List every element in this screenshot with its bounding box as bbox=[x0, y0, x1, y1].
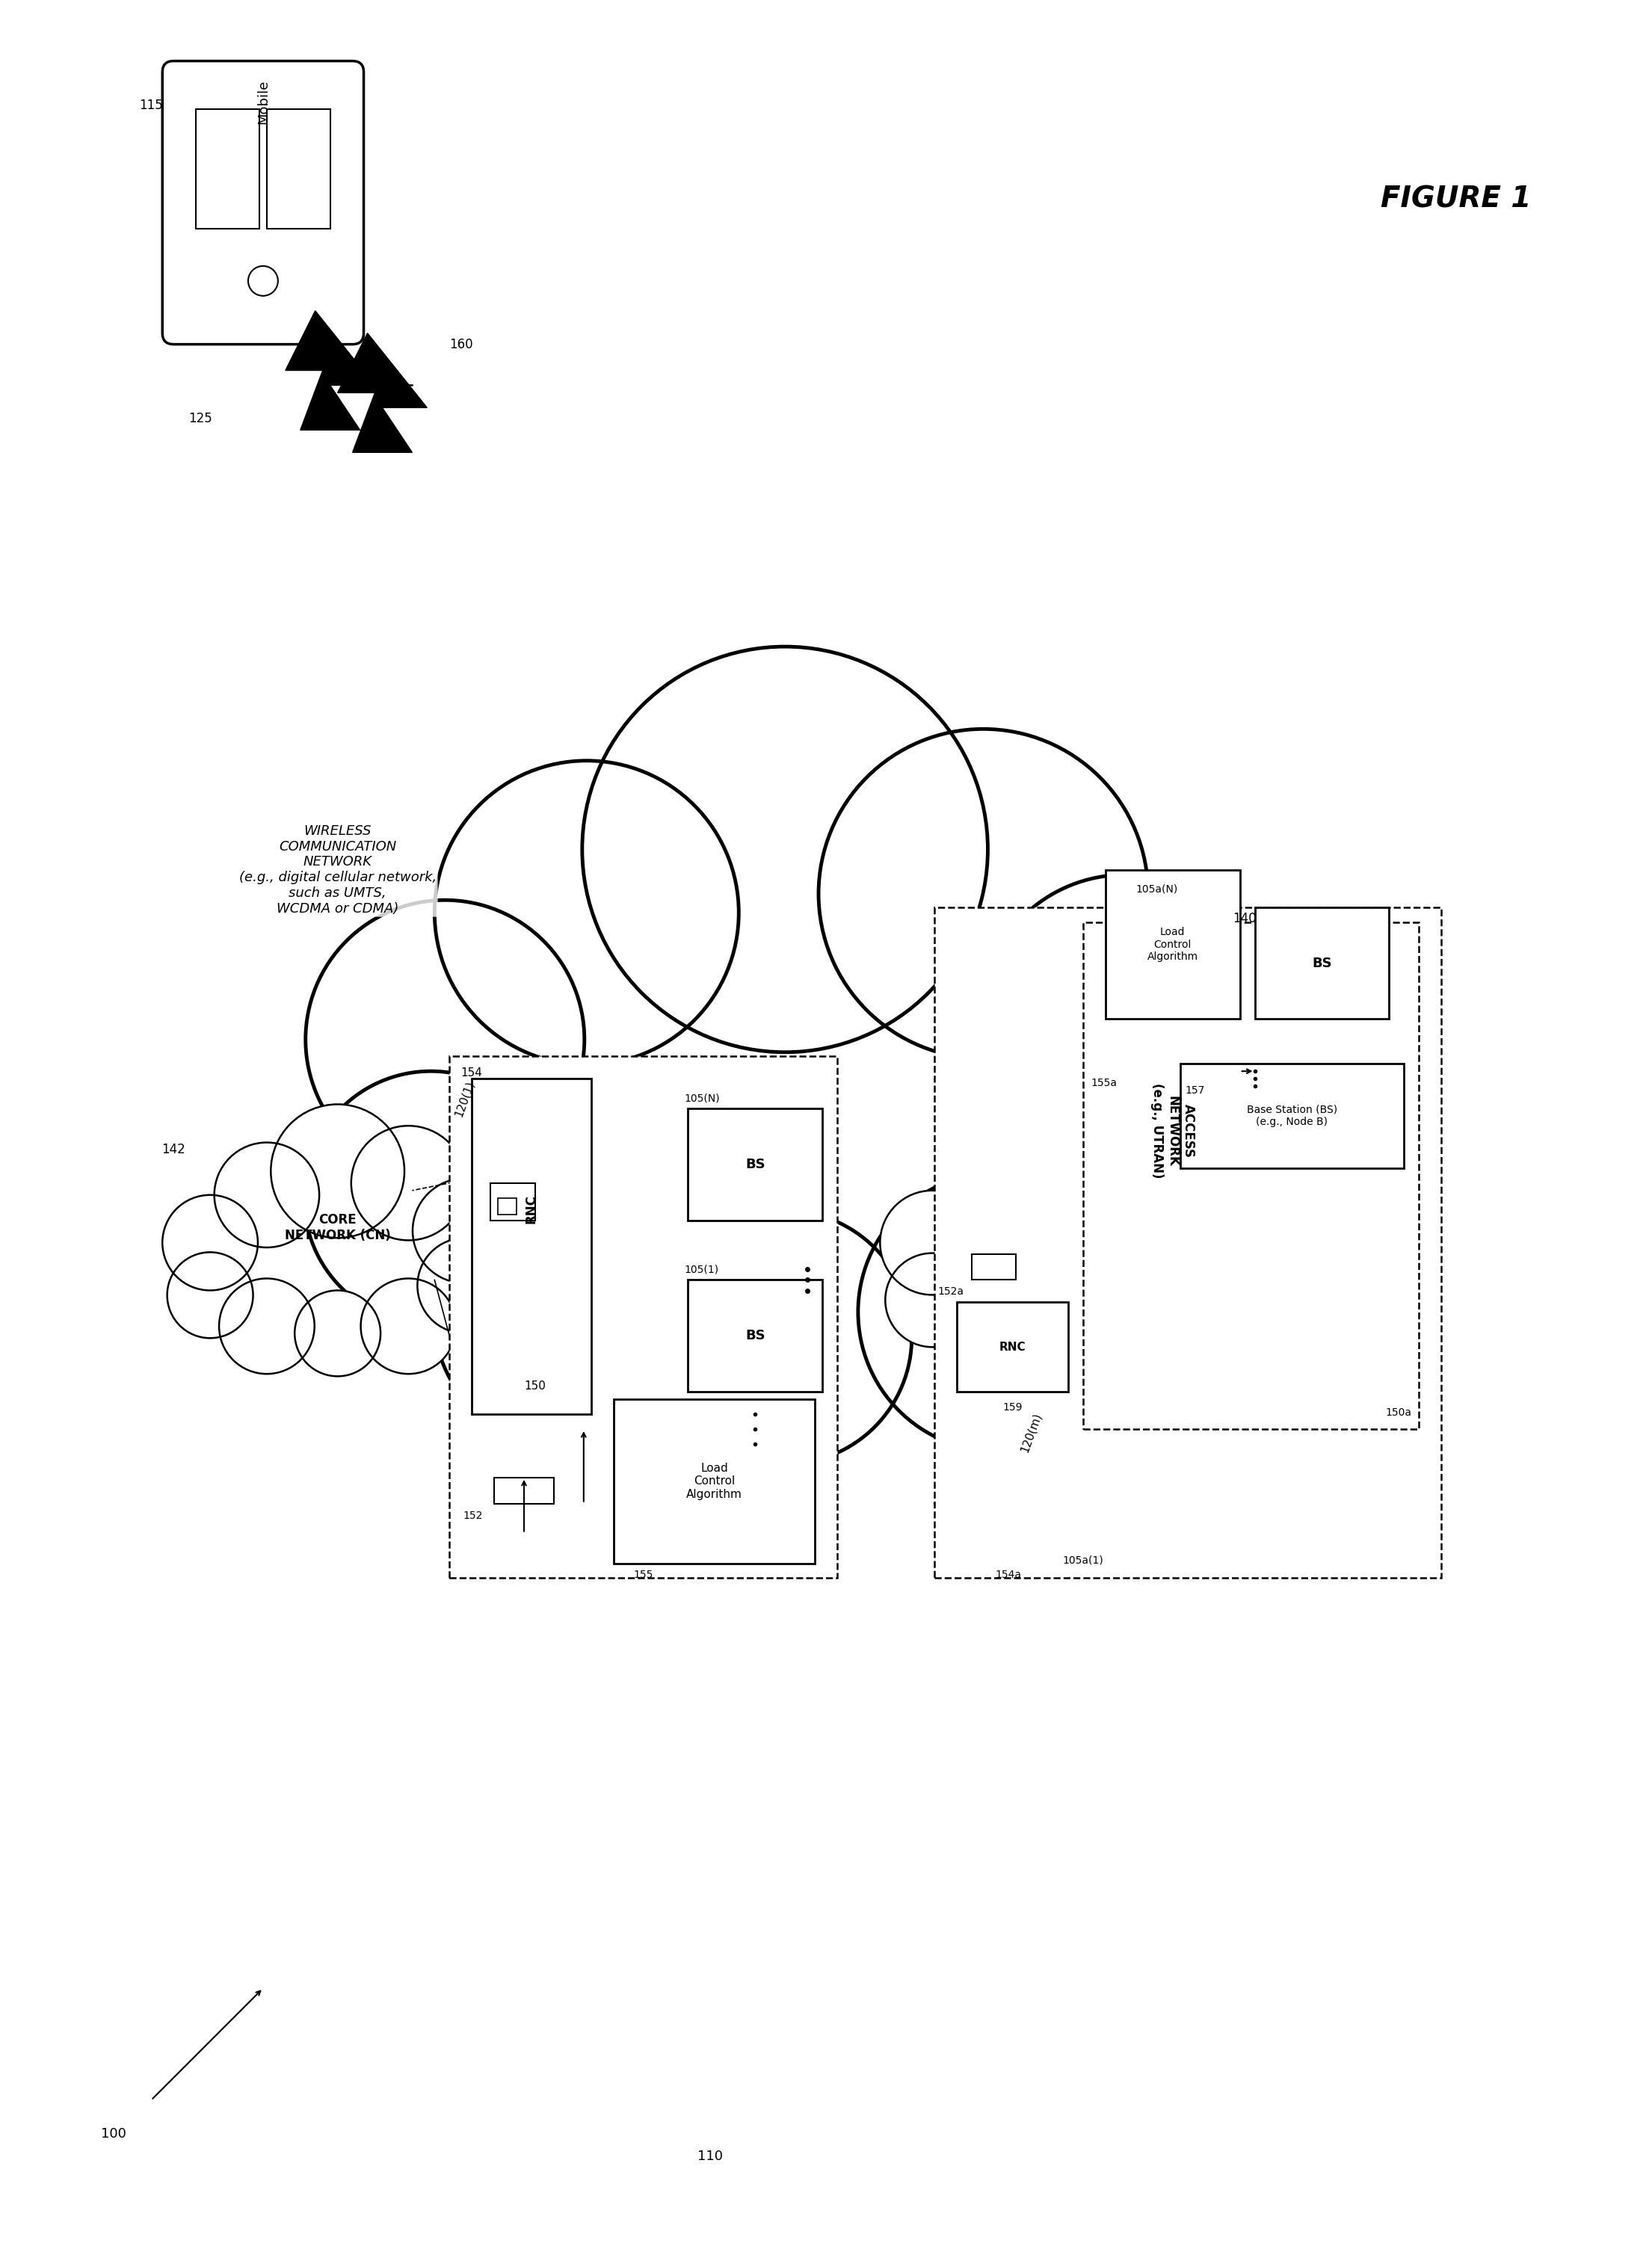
FancyBboxPatch shape bbox=[472, 1079, 591, 1414]
FancyBboxPatch shape bbox=[957, 1302, 1069, 1392]
Text: 152a: 152a bbox=[938, 1286, 963, 1297]
FancyBboxPatch shape bbox=[933, 908, 1441, 1579]
Text: 105(N): 105(N) bbox=[684, 1092, 720, 1103]
Text: 120(1): 120(1) bbox=[453, 1079, 476, 1119]
Text: Base Station (BS)
(e.g., Node B): Base Station (BS) (e.g., Node B) bbox=[1247, 1106, 1336, 1128]
Text: BS: BS bbox=[1312, 957, 1332, 971]
FancyBboxPatch shape bbox=[1256, 908, 1389, 1018]
Circle shape bbox=[881, 1191, 985, 1295]
Circle shape bbox=[352, 1126, 466, 1241]
Circle shape bbox=[360, 1279, 456, 1374]
Text: RNC: RNC bbox=[525, 1194, 539, 1223]
Circle shape bbox=[413, 1178, 517, 1284]
Circle shape bbox=[434, 761, 738, 1065]
Text: 155a: 155a bbox=[1090, 1079, 1117, 1088]
Circle shape bbox=[418, 1239, 512, 1333]
Text: 105(1): 105(1) bbox=[684, 1263, 719, 1275]
Circle shape bbox=[947, 1281, 1052, 1387]
FancyBboxPatch shape bbox=[689, 1279, 823, 1392]
Text: 125: 125 bbox=[188, 412, 211, 426]
Text: 150a: 150a bbox=[1384, 1408, 1411, 1419]
Polygon shape bbox=[286, 311, 375, 430]
Circle shape bbox=[980, 874, 1270, 1167]
Circle shape bbox=[1183, 1236, 1287, 1342]
Circle shape bbox=[220, 1279, 314, 1374]
Circle shape bbox=[304, 1072, 558, 1324]
Text: ACCESS
NETWORK
(e.g., UTRAN): ACCESS NETWORK (e.g., UTRAN) bbox=[1150, 1083, 1194, 1178]
Text: RNC: RNC bbox=[999, 1342, 1026, 1353]
FancyBboxPatch shape bbox=[613, 1398, 814, 1563]
Circle shape bbox=[885, 1252, 980, 1347]
Circle shape bbox=[582, 646, 988, 1052]
Text: 154a: 154a bbox=[996, 1570, 1021, 1581]
Text: BS: BS bbox=[745, 1329, 765, 1342]
Text: 152: 152 bbox=[463, 1511, 482, 1520]
Text: 120(m): 120(m) bbox=[1019, 1410, 1044, 1455]
FancyBboxPatch shape bbox=[971, 1254, 1016, 1279]
FancyBboxPatch shape bbox=[449, 1056, 838, 1579]
FancyBboxPatch shape bbox=[197, 110, 259, 230]
FancyBboxPatch shape bbox=[1084, 921, 1419, 1430]
Text: 115: 115 bbox=[139, 99, 164, 113]
FancyBboxPatch shape bbox=[491, 1182, 535, 1221]
Circle shape bbox=[294, 1290, 380, 1376]
Text: Mobile: Mobile bbox=[256, 79, 269, 124]
Text: 140: 140 bbox=[1232, 912, 1256, 926]
Text: FIGURE 1: FIGURE 1 bbox=[1381, 185, 1531, 214]
Text: Load
Control
Algorithm: Load Control Algorithm bbox=[686, 1462, 742, 1500]
Text: CORE
NETWORK (CN): CORE NETWORK (CN) bbox=[284, 1214, 390, 1243]
Circle shape bbox=[857, 1173, 1137, 1453]
Circle shape bbox=[162, 1196, 258, 1290]
Text: 150: 150 bbox=[524, 1380, 547, 1392]
Text: 110: 110 bbox=[697, 2148, 724, 2162]
Text: BS: BS bbox=[745, 1158, 765, 1171]
Text: 157: 157 bbox=[1184, 1085, 1204, 1097]
Text: 105a(1): 105a(1) bbox=[1062, 1556, 1104, 1565]
FancyBboxPatch shape bbox=[1180, 1063, 1404, 1169]
Circle shape bbox=[942, 1133, 1057, 1248]
FancyBboxPatch shape bbox=[494, 1477, 553, 1504]
Circle shape bbox=[1105, 1115, 1229, 1241]
FancyBboxPatch shape bbox=[266, 110, 330, 230]
FancyBboxPatch shape bbox=[497, 1198, 517, 1214]
Circle shape bbox=[1006, 1052, 1272, 1317]
Polygon shape bbox=[337, 333, 428, 453]
Circle shape bbox=[306, 901, 585, 1180]
Circle shape bbox=[271, 1103, 405, 1239]
Circle shape bbox=[215, 1142, 319, 1248]
Text: 154: 154 bbox=[461, 1067, 482, 1079]
Circle shape bbox=[1036, 1295, 1130, 1389]
Circle shape bbox=[818, 730, 1148, 1058]
Circle shape bbox=[167, 1252, 253, 1338]
Circle shape bbox=[1009, 1092, 1156, 1236]
Text: 160: 160 bbox=[449, 338, 472, 351]
Circle shape bbox=[1176, 1173, 1292, 1288]
Circle shape bbox=[433, 1173, 712, 1453]
Text: 100: 100 bbox=[101, 2126, 127, 2139]
FancyBboxPatch shape bbox=[689, 1108, 823, 1221]
Circle shape bbox=[657, 1212, 912, 1464]
Circle shape bbox=[1115, 1281, 1219, 1387]
Text: 155: 155 bbox=[633, 1570, 653, 1581]
Text: 105a(N): 105a(N) bbox=[1135, 885, 1178, 894]
Text: 159: 159 bbox=[1003, 1403, 1023, 1412]
Text: Load
Control
Algorithm: Load Control Algorithm bbox=[1146, 928, 1198, 962]
FancyBboxPatch shape bbox=[162, 61, 363, 345]
FancyBboxPatch shape bbox=[1105, 869, 1239, 1018]
Text: WIRELESS
COMMUNICATION
NETWORK
(e.g., digital cellular network,
such as UMTS,
WC: WIRELESS COMMUNICATION NETWORK (e.g., di… bbox=[240, 824, 436, 917]
Text: 142: 142 bbox=[162, 1142, 185, 1155]
